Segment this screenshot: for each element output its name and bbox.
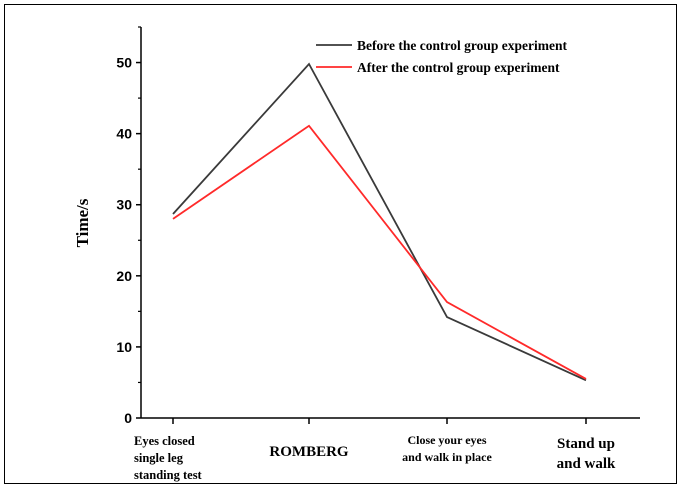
x-tick-label: Eyes closed single leg standing test	[134, 434, 203, 482]
y-tick-label: 30	[116, 197, 132, 213]
series-line-after	[172, 124, 587, 380]
x-tick-label: ROMBERG	[269, 444, 349, 460]
y-tick-label: 0	[124, 410, 132, 426]
x-tick-label: Close your eyes and walk in place	[402, 433, 492, 464]
y-tick-label: 50	[116, 55, 132, 71]
axes	[140, 27, 640, 419]
series-line-before	[172, 62, 587, 382]
y-axis-label: Time/s	[73, 198, 92, 247]
legend-label: Before the control group experiment	[357, 38, 567, 53]
y-ticks: 0 10 20 30 40 50	[116, 26, 141, 426]
y-tick-label: 10	[116, 339, 132, 355]
y-tick-label: 20	[116, 268, 132, 284]
figure-border	[4, 4, 677, 484]
y-tick-label: 40	[116, 126, 132, 142]
series-lines	[172, 62, 587, 382]
x-tick-label: Stand up and walk	[557, 436, 616, 472]
legend-label: After the control group experiment	[357, 60, 560, 75]
x-ticks: Eyes closed single leg standing test ROMBER…	[134, 418, 616, 482]
legend: Before the control group experiment After…	[316, 38, 567, 75]
